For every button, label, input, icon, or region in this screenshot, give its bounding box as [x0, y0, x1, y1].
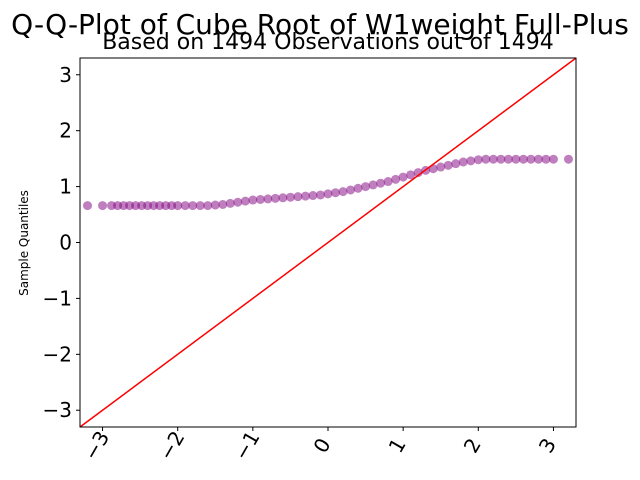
chart-subtitle: Based on 1494 Observations out of 1494 — [102, 30, 554, 55]
data-point — [233, 197, 243, 207]
data-point — [225, 198, 235, 208]
data-point — [180, 201, 190, 211]
data-point — [188, 201, 198, 211]
y-tick-label: −2 — [43, 342, 72, 366]
y-tick-label: 2 — [59, 119, 72, 143]
data-point — [346, 185, 356, 195]
chart-title: Q-Q-Plot of Cube Root of W1weight Full-P… — [11, 8, 629, 41]
data-point — [338, 187, 348, 197]
data-point — [83, 201, 93, 211]
data-point — [331, 188, 341, 198]
data-point — [563, 154, 573, 164]
data-point — [391, 174, 401, 184]
data-point — [248, 195, 258, 205]
data-point — [511, 154, 521, 164]
data-point — [436, 162, 446, 172]
data-point — [293, 192, 303, 202]
y-axis: −3 −2 −1 0 1 2 3 — [43, 63, 80, 422]
data-point — [466, 156, 476, 166]
data-point — [240, 196, 250, 206]
data-point — [496, 154, 506, 164]
data-point — [443, 160, 453, 170]
data-point — [541, 154, 551, 164]
data-point — [376, 178, 386, 188]
data-point — [368, 180, 378, 190]
y-tick-label: 1 — [59, 175, 72, 199]
data-point — [285, 192, 295, 202]
data-point — [173, 201, 183, 211]
data-point — [406, 170, 416, 180]
data-point — [255, 194, 265, 204]
data-point — [473, 155, 483, 165]
data-point — [98, 201, 108, 211]
data-point — [548, 154, 558, 164]
y-tick-label: 0 — [59, 231, 72, 255]
data-point — [383, 177, 393, 187]
data-point — [488, 154, 498, 164]
data-point — [210, 200, 220, 210]
data-point — [195, 201, 205, 211]
data-point — [263, 194, 273, 204]
data-point — [413, 168, 423, 178]
data-point — [451, 159, 461, 169]
data-point — [361, 182, 371, 192]
data-point — [323, 189, 333, 199]
data-point — [458, 157, 468, 167]
data-point — [270, 193, 280, 203]
data-point — [218, 199, 228, 209]
data-point — [518, 154, 528, 164]
data-point — [428, 164, 438, 174]
data-point — [481, 154, 491, 164]
data-point — [278, 193, 288, 203]
data-point — [300, 191, 310, 201]
y-axis-label: Sample Quantiles — [17, 190, 31, 296]
y-tick-label: −1 — [43, 286, 72, 310]
data-point — [308, 191, 318, 201]
y-tick-label: −3 — [43, 398, 72, 422]
data-point — [203, 201, 213, 211]
data-point — [503, 154, 513, 164]
data-point — [353, 183, 363, 193]
y-tick-label: 3 — [59, 63, 72, 87]
data-point — [526, 154, 536, 164]
data-point — [533, 154, 543, 164]
data-point — [315, 190, 325, 200]
reference-line — [79, 57, 577, 428]
data-point — [398, 172, 408, 182]
